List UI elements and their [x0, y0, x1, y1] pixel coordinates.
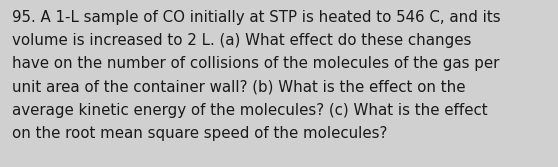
- Text: have on the number of collisions of the molecules of the gas per: have on the number of collisions of the …: [12, 56, 499, 71]
- Text: average kinetic energy of the molecules? (c) What is the effect: average kinetic energy of the molecules?…: [12, 103, 488, 118]
- Text: 95. A 1-L sample of CO initially at STP is heated to 546 C, and its: 95. A 1-L sample of CO initially at STP …: [12, 10, 501, 25]
- Text: unit area of the container wall? (b) What is the effect on the: unit area of the container wall? (b) Wha…: [12, 80, 465, 95]
- Text: on the root mean square speed of the molecules?: on the root mean square speed of the mol…: [12, 126, 387, 141]
- Text: volume is increased to 2 L. (a) What effect do these changes: volume is increased to 2 L. (a) What eff…: [12, 33, 472, 48]
